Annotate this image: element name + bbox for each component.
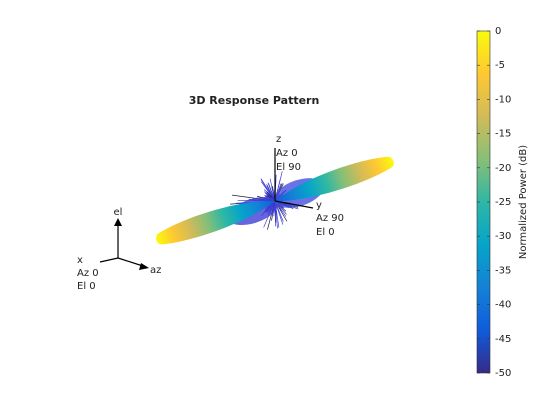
colorbar-tick-label: -10: [495, 94, 511, 105]
colorbar-tick-label: -35: [495, 265, 511, 276]
annotation: el: [114, 207, 123, 218]
arrow-head: [114, 218, 122, 226]
colorbar-tick-label: -30: [495, 231, 511, 242]
annotation: El 0: [77, 281, 96, 292]
chart-title: 3D Response Pattern: [189, 94, 320, 107]
annotation: El 90: [276, 162, 301, 173]
colorbar-tick-label: -40: [495, 300, 511, 311]
annotation: y: [316, 200, 322, 211]
annotation: El 0: [316, 227, 335, 238]
annotation: z: [276, 134, 281, 145]
colorbar-label: Normalized Power (dB): [518, 145, 529, 259]
colorbar-tick-label: -20: [495, 163, 511, 174]
colorbar-tick-label: -25: [495, 197, 511, 208]
annotation: x: [77, 255, 83, 266]
annotation: Az 0: [77, 268, 99, 279]
arrow-head: [139, 263, 149, 270]
annotation: Az 0: [276, 148, 298, 159]
annotation: az: [150, 265, 161, 276]
colorbar-tick-label: -15: [495, 129, 511, 140]
x-ref: [100, 258, 118, 262]
annotation: Az 90: [316, 213, 344, 224]
colorbar-tick-label: -50: [495, 368, 511, 379]
colorbar-tick-label: -5: [495, 60, 505, 71]
colorbar-tick-label: -45: [495, 334, 511, 345]
colorbar-tick-label: 0: [495, 26, 501, 37]
